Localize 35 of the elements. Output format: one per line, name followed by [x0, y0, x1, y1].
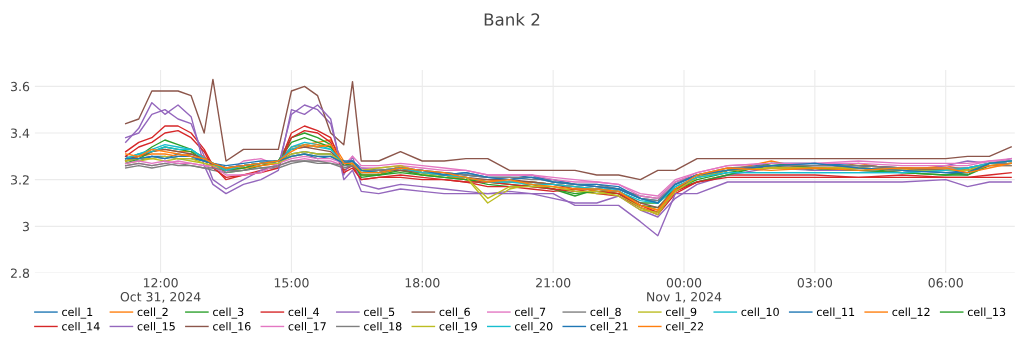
- legend-label: cell_13: [967, 307, 1006, 319]
- x-tick-label: 12:00 Oct 31, 2024: [120, 278, 201, 303]
- legend-label: cell_8: [590, 307, 621, 319]
- legend-label: cell_18: [364, 321, 402, 333]
- legend-label: cell_1: [62, 307, 93, 319]
- x-tick-label: 21:00: [536, 278, 571, 288]
- legend-label: cell_10: [741, 307, 779, 319]
- y-tick-label: 3.2: [11, 175, 29, 185]
- legend-label: cell_19: [439, 321, 477, 333]
- chart-title: Bank 2: [484, 12, 540, 26]
- legend-label: cell_17: [288, 321, 326, 333]
- legend-label: cell_14: [62, 321, 100, 333]
- x-tick-label: 00:00 Nov 1, 2024: [647, 278, 722, 303]
- y-tick-label: 2.8: [10, 268, 30, 278]
- y-tick-label: 3.6: [11, 81, 30, 92]
- legend-label: cell_5: [364, 307, 395, 319]
- legend-label: cell_11: [816, 307, 855, 319]
- legend-label: cell_6: [439, 307, 470, 319]
- legend-label: cell_15: [137, 321, 175, 333]
- legend-label: cell_4: [288, 307, 320, 319]
- y-tick-label: 3.4: [11, 128, 30, 138]
- x-tick-label: 06:00: [928, 278, 963, 288]
- x-tick-label: 03:00: [797, 278, 833, 288]
- legend-label: cell_22: [665, 321, 704, 333]
- legend-label: cell_20: [514, 321, 553, 333]
- legend-label: cell_7: [514, 307, 546, 319]
- y-tick-label: 3: [22, 221, 29, 232]
- legend-label: cell_9: [665, 307, 697, 319]
- legend-label: cell_3: [213, 307, 244, 319]
- legend-label: cell_21: [590, 321, 628, 333]
- x-tick-label: 18:00: [405, 278, 440, 288]
- legend-label: cell_12: [892, 307, 930, 319]
- legend-label: cell_2: [137, 307, 168, 319]
- legend-label: cell_16: [213, 321, 251, 333]
- x-tick-label: 15:00: [274, 278, 309, 288]
